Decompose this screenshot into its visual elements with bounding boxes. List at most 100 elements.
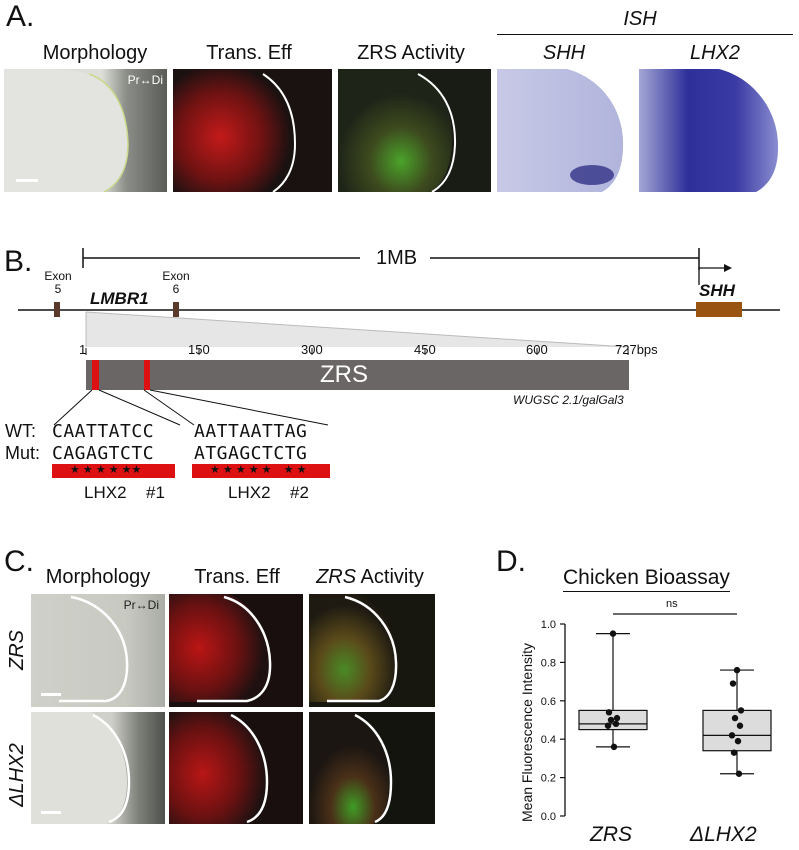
header-morphology: Morphology	[42, 42, 148, 64]
y-tick-label: 0.6	[541, 696, 556, 708]
zrs-activity-image-a	[338, 69, 491, 192]
significance-label: ns	[666, 598, 678, 610]
tss-arrowhead	[724, 264, 732, 272]
x-category-delta-lhx2: ΔLHX2	[690, 823, 757, 846]
c-scale-bar-2	[41, 811, 61, 814]
limb-outline	[309, 712, 393, 824]
zrs-bar-label: ZRS	[320, 361, 368, 388]
mutation-stars-1: ★ ★ ★ ★ ★★	[70, 464, 142, 476]
wt-sequence-2: AATTAATTAG	[194, 421, 308, 442]
y-tick-label: 0.2	[541, 773, 556, 785]
exon-6-number: 6	[172, 282, 180, 296]
data-point	[729, 680, 737, 687]
data-point	[613, 714, 621, 722]
genomic-locus-diagram	[18, 248, 780, 426]
data-point	[728, 732, 736, 739]
limb-outline	[4, 69, 129, 192]
y-tick-label: 0.8	[541, 657, 556, 669]
site-label-lhx2-1: LHX2	[84, 483, 127, 502]
scale-label-1mb: 1MB	[376, 247, 418, 269]
panel-a-letter: A.	[6, 0, 35, 33]
header-ish: ISH	[623, 8, 657, 30]
chart-title: Chicken Bioassay	[563, 566, 730, 592]
exon-6-box	[173, 302, 179, 317]
shh-gene-box	[696, 302, 742, 317]
data-point	[736, 722, 744, 729]
lhx2-site-2-marker	[144, 360, 150, 390]
y-tick-label: 0.4	[541, 734, 556, 746]
panel-c-letter: C.	[4, 545, 34, 578]
header-lhx2: LHX2	[689, 42, 741, 64]
mutation-bar-1: ★ ★ ★ ★ ★★	[52, 464, 175, 478]
tick-label-150: 150	[188, 342, 210, 357]
trans-eff-image-a	[173, 69, 332, 192]
data-point	[607, 716, 615, 724]
data-point	[610, 743, 618, 751]
header-zrs-activity: ZRS Activity	[357, 42, 465, 64]
data-point	[609, 630, 617, 637]
x-category-zrs: ZRS	[590, 823, 632, 846]
mutation-bar-2: ★ ★ ★ ★ ★ ★ ★	[192, 464, 330, 478]
tick-label-300: 300	[301, 342, 323, 357]
data-point	[733, 666, 741, 674]
c-header-trans-eff: Trans. Eff	[194, 566, 280, 588]
c-scale-bar-1	[41, 693, 61, 696]
scale-bar	[16, 179, 38, 182]
limb-outline	[169, 712, 269, 824]
site-label-lhx2-2: LHX2	[228, 483, 271, 502]
c-trans-eff-image-delta-lhx2	[169, 712, 303, 824]
data-point	[604, 722, 612, 729]
mut-sequence-1: CAGAGTCTC	[52, 443, 155, 464]
panel-b-letter: B.	[4, 245, 33, 278]
c-header-zrs-activity: ZRS Activity	[305, 566, 435, 589]
site-label-num-1: #1	[146, 483, 165, 502]
shh-ish-image	[497, 69, 635, 192]
wt-sequence-1: CAATTATCC	[52, 421, 155, 442]
wt-label: WT:	[5, 421, 36, 441]
exon-5-word: Exon	[44, 269, 72, 283]
limb-outline	[59, 595, 129, 703]
lhx2-ish-image	[639, 69, 793, 192]
data-point	[730, 749, 738, 756]
c-zrs-activity-image-zrs	[309, 594, 435, 707]
exon-5-number: 5	[54, 282, 62, 296]
limb-shape	[639, 69, 779, 192]
c-trans-eff-image-zrs	[169, 594, 303, 707]
limb-outline	[338, 69, 457, 192]
gene-label-lmbr1: LMBR1	[90, 289, 149, 308]
exon-5-box	[54, 302, 60, 317]
limb-outline	[31, 712, 131, 824]
c-zrs-activity-image-delta-lhx2	[309, 712, 435, 824]
data-point	[605, 709, 613, 716]
mutation-stars-2: ★ ★ ★ ★ ★ ★ ★	[210, 464, 307, 476]
exon-5-label: Exon 5	[40, 270, 76, 296]
mut-label: Mut:	[5, 443, 41, 463]
tss-arrow	[698, 267, 728, 285]
y-axis-label: Mean Fluorescence Intensity	[519, 643, 535, 822]
limb-outline	[309, 594, 398, 703]
tick-label-1: 1	[79, 342, 87, 357]
c-morphology-image-zrs: Pr↔Di	[31, 594, 165, 707]
data-point	[734, 737, 742, 745]
c-header-morphology: Morphology	[45, 566, 151, 588]
c-header-activity: Activity	[360, 566, 424, 588]
tick-label-450: 450	[414, 342, 436, 357]
assembly-label: WUGSC 2.1/galGal3	[513, 393, 624, 407]
morphology-image-a: Pr↔Di	[4, 69, 167, 192]
exon-6-label: Exon 6	[158, 270, 194, 296]
header-shh: SHH	[542, 42, 586, 64]
limb-outline	[173, 69, 297, 192]
tick-label-727bps: 727bps	[615, 342, 658, 357]
limb-outline	[169, 594, 272, 703]
gene-label-shh: SHH	[699, 281, 735, 300]
panel-d-letter: D.	[496, 545, 526, 578]
c-header-zrs: ZRS	[316, 566, 357, 588]
tick-label-600: 600	[526, 342, 548, 357]
c-axis-label-pr-di: Pr↔Di	[123, 598, 159, 612]
data-point	[612, 720, 620, 728]
lhx2-site-1-marker	[92, 360, 99, 390]
data-point	[737, 707, 745, 714]
y-tick-label: 0.0	[541, 811, 556, 823]
header-trans-eff: Trans. Eff	[206, 42, 292, 64]
